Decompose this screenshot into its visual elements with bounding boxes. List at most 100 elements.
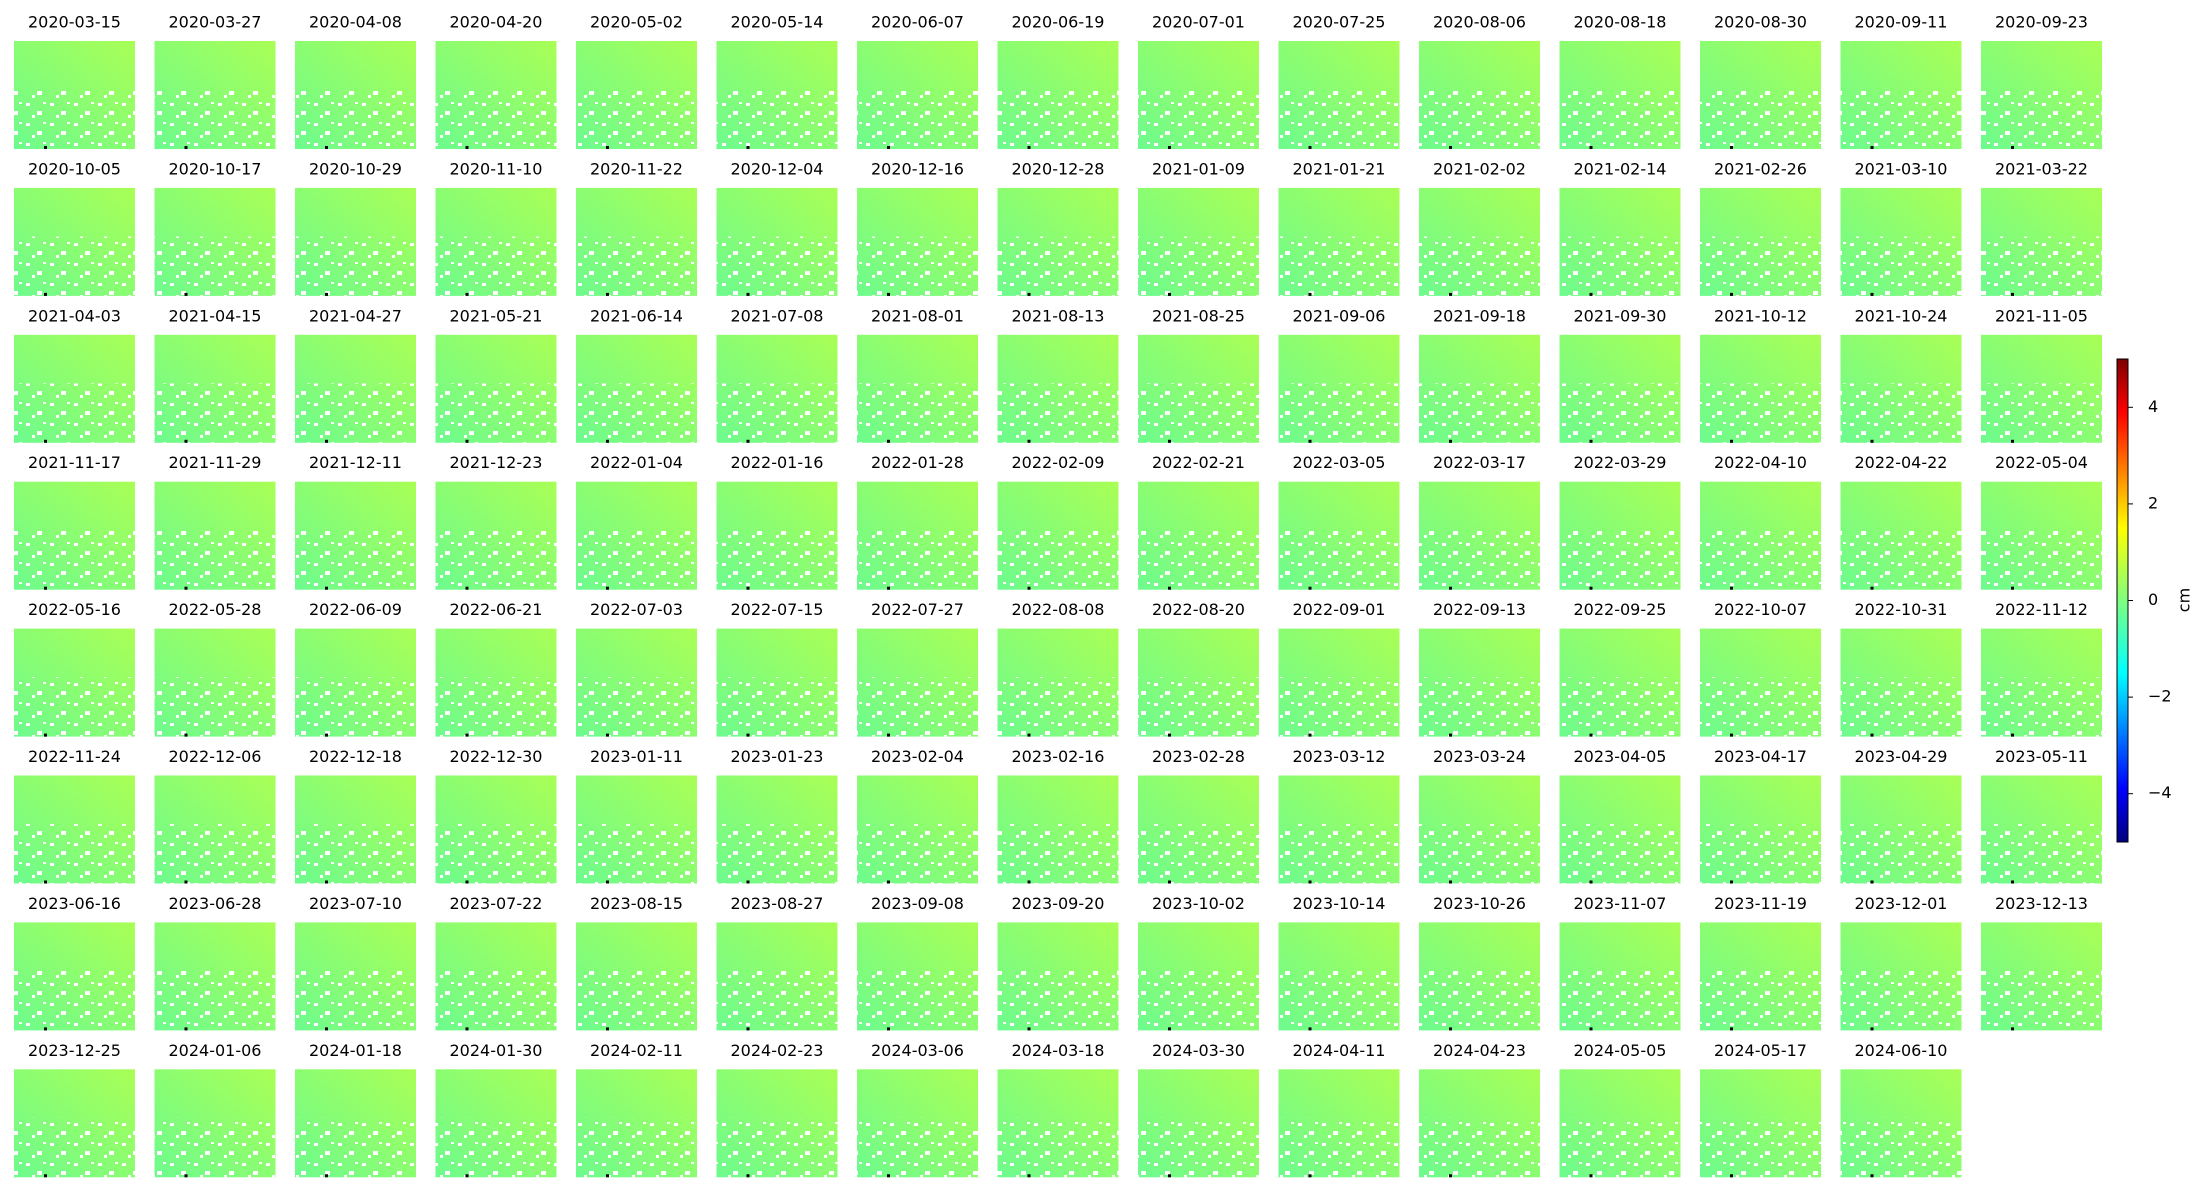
panel-title: 2023-01-11	[590, 747, 683, 766]
panel-title: 2022-03-05	[1293, 453, 1386, 472]
panel-marker	[2011, 733, 2014, 737]
panel-mask	[1419, 383, 1540, 443]
panel-mask	[997, 677, 1119, 737]
tick-label: −4	[2148, 783, 2172, 802]
panel-mask	[154, 1117, 276, 1178]
panel-title: 2022-02-21	[1152, 453, 1245, 472]
panel-mask	[716, 89, 838, 149]
panel-mask	[997, 971, 1119, 1031]
panel-mask	[576, 677, 697, 737]
panel-title: 2021-09-18	[1433, 306, 1526, 325]
tick-label: 2	[2148, 493, 2158, 512]
panel-mask	[716, 383, 838, 443]
panel-marker	[1730, 1174, 1733, 1178]
panel-mask	[1278, 236, 1400, 296]
panel-title: 2023-10-26	[1433, 894, 1526, 913]
panel-title: 2021-08-01	[871, 306, 964, 325]
panel-marker	[465, 1174, 469, 1178]
panel-mask	[1138, 677, 1259, 737]
panel-mask	[997, 89, 1119, 149]
panel-title: 2024-03-18	[1012, 1041, 1105, 1060]
panel-title: 2023-03-24	[1433, 747, 1526, 766]
panel-title: 2021-01-21	[1293, 159, 1386, 178]
panel-title: 2023-04-29	[1855, 747, 1948, 766]
panel-mask	[1138, 824, 1259, 884]
panel-mask	[435, 530, 557, 590]
panel-marker	[44, 733, 47, 737]
panel-mask	[857, 236, 978, 296]
panel-marker	[1870, 292, 1874, 296]
panel-title: 2024-02-23	[731, 1041, 824, 1060]
panel-marker	[887, 1174, 890, 1178]
panel-marker	[2011, 439, 2014, 443]
tick-label: 4	[2148, 397, 2158, 416]
panel-title: 2022-07-03	[590, 600, 683, 619]
panel-mask	[576, 530, 697, 590]
panel-title: 2022-01-28	[871, 453, 964, 472]
panel-mask	[576, 1117, 697, 1178]
panel-marker	[1027, 1174, 1031, 1178]
panel-mask	[1700, 824, 1821, 884]
panel-mask	[997, 383, 1119, 443]
panel-title: 2023-09-08	[871, 894, 964, 913]
panel-mask	[857, 971, 978, 1031]
panel-marker	[1730, 146, 1733, 149]
panel-mask	[716, 971, 838, 1031]
panel-title: 2023-08-27	[731, 894, 824, 913]
panel-mask	[1981, 89, 2102, 149]
panel-title: 2020-11-10	[450, 159, 543, 178]
panel-marker	[325, 1174, 328, 1178]
panel-mask	[1278, 383, 1400, 443]
panel-mask	[14, 530, 135, 590]
panel-mask	[1419, 236, 1540, 296]
panel-marker	[1589, 733, 1593, 737]
panel-mask	[1278, 677, 1400, 737]
panel-marker	[1730, 880, 1733, 884]
panel-marker	[184, 733, 188, 737]
panel-marker	[1589, 880, 1593, 884]
panel-mask	[1840, 971, 1962, 1031]
panel-marker	[1308, 439, 1312, 443]
panel-title: 2021-09-30	[1574, 306, 1667, 325]
panel-mask	[1700, 236, 1821, 296]
panel-mask	[154, 89, 276, 149]
panel-title: 2023-08-15	[590, 894, 683, 913]
panel-title: 2022-07-27	[871, 600, 964, 619]
panel-mask	[857, 824, 978, 884]
panel-title: 2020-05-02	[590, 13, 683, 32]
panel-mask	[1700, 89, 1821, 149]
panel-title: 2020-04-08	[309, 13, 402, 32]
panel-marker	[746, 292, 750, 296]
panel-mask	[1700, 530, 1821, 590]
panel-mask	[295, 89, 416, 149]
panel-title: 2024-03-06	[871, 1041, 964, 1060]
panel-marker	[1870, 1027, 1874, 1031]
panel-mask	[435, 677, 557, 737]
panel-title: 2023-12-13	[1995, 894, 2088, 913]
panel-marker	[887, 146, 890, 149]
panel-mask	[1981, 824, 2102, 884]
panel-title: 2020-06-19	[1012, 13, 1105, 32]
panel-title: 2020-10-17	[169, 159, 262, 178]
panel-mask	[295, 1117, 416, 1178]
panel-marker	[887, 880, 890, 884]
panel-mask	[1840, 824, 1962, 884]
panel-marker	[184, 586, 188, 590]
panel-title: 2023-12-25	[28, 1041, 121, 1060]
panel-mask	[1559, 677, 1681, 737]
panel-marker	[1870, 586, 1874, 590]
colorbar	[2116, 358, 2129, 843]
panel-marker	[325, 733, 328, 737]
panel-marker	[1027, 439, 1031, 443]
panel-marker	[746, 1027, 750, 1031]
panel-marker	[1870, 1174, 1874, 1178]
panel-mask	[1419, 971, 1540, 1031]
panel-marker	[746, 1174, 750, 1178]
panel-mask	[1278, 1117, 1400, 1178]
panel-mask	[857, 530, 978, 590]
panel-title: 2024-03-30	[1152, 1041, 1245, 1060]
panel-marker	[1730, 733, 1733, 737]
panel-title: 2023-09-20	[1012, 894, 1105, 913]
panel-title: 2020-03-27	[169, 13, 262, 32]
panel-mask	[1981, 677, 2102, 737]
